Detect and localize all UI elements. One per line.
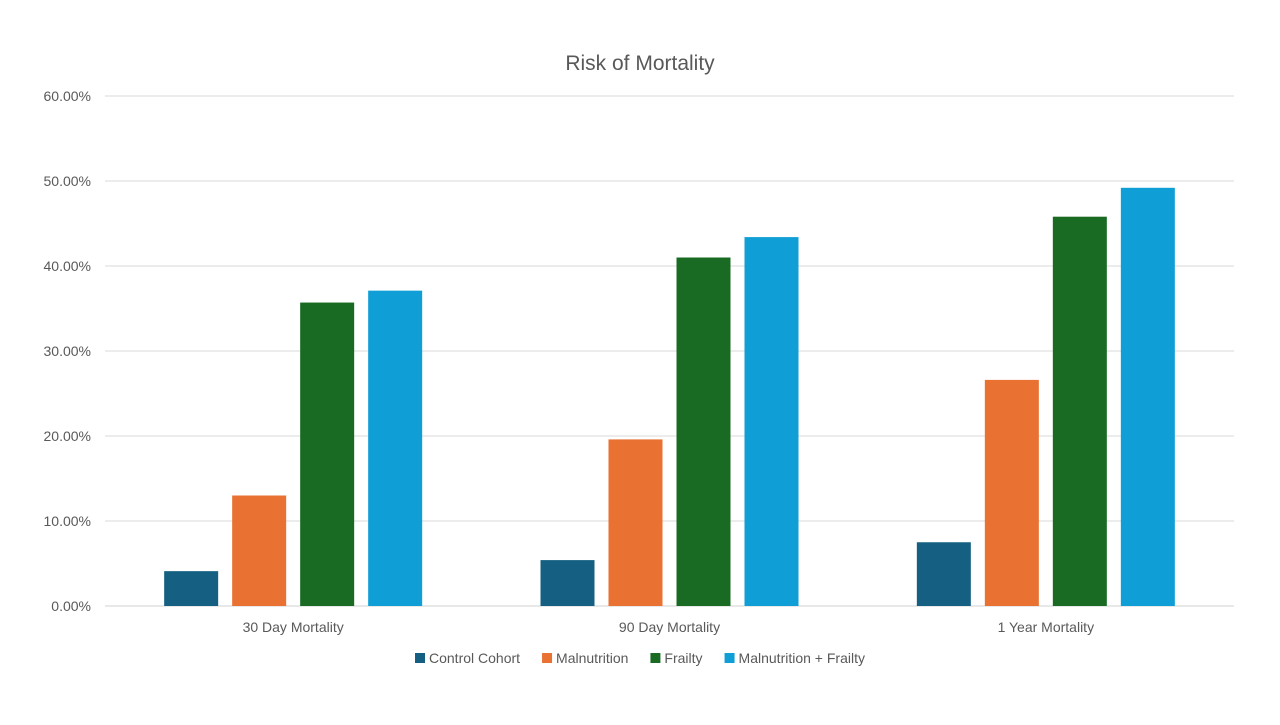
legend-item: Malnutrition (542, 650, 628, 666)
bar-control-cohort-3 (916, 542, 971, 606)
grid-lines (105, 95, 1234, 607)
bar-malnutrition-frailty-2 (744, 237, 799, 606)
y-tick-label: 60.00% (44, 88, 91, 104)
legend-item: Malnutrition + Frailty (724, 650, 865, 666)
x-category-label: 90 Day Mortality (619, 619, 720, 635)
legend-item: Frailty (650, 650, 703, 666)
bar-control-cohort-1 (164, 571, 219, 606)
x-axis-category-labels: 30 Day Mortality 90 Day Mortality 1 Year M… (243, 619, 1094, 635)
bar-frailty-2 (676, 257, 731, 606)
legend-item: Control Cohort (415, 650, 520, 666)
legend-swatch (415, 653, 426, 663)
y-axis-tick-labels: 0.00% 10.00% 20.00% 30.00% 40.00% 50.00% 60.00… (44, 88, 91, 614)
x-category-label: 1 Year Mortality (998, 619, 1095, 635)
bar-malnutrition-frailty-1 (368, 290, 423, 606)
x-category-label: 30 Day Mortality (243, 619, 344, 635)
y-tick-label: 10.00% (44, 513, 91, 529)
y-tick-label: 50.00% (44, 173, 91, 189)
bars (164, 187, 1175, 607)
y-tick-label: 40.00% (44, 258, 91, 274)
legend-swatch (542, 653, 553, 663)
bar-frailty-3 (1052, 216, 1107, 606)
chart-title: Risk of Mortality (565, 52, 715, 75)
bar-frailty-1 (300, 302, 355, 606)
y-tick-label: 20.00% (44, 428, 91, 444)
bar-control-cohort-2 (540, 560, 595, 606)
legend-swatch (650, 653, 661, 663)
bar-malnutrition-3 (984, 379, 1039, 606)
bar-malnutrition-2 (608, 439, 663, 606)
legend: Control Cohort Malnutrition Frailty Malnutr… (415, 650, 865, 666)
legend-label: Control Cohort (429, 650, 520, 666)
legend-label: Frailty (664, 650, 702, 666)
y-tick-label: 0.00% (51, 598, 91, 614)
legend-swatch (724, 653, 735, 663)
bar-malnutrition-frailty-3 (1120, 187, 1175, 607)
bar-malnutrition-1 (232, 495, 287, 606)
legend-label: Malnutrition + Frailty (739, 650, 865, 666)
y-tick-label: 30.00% (44, 343, 91, 359)
legend-label: Malnutrition (556, 650, 628, 666)
